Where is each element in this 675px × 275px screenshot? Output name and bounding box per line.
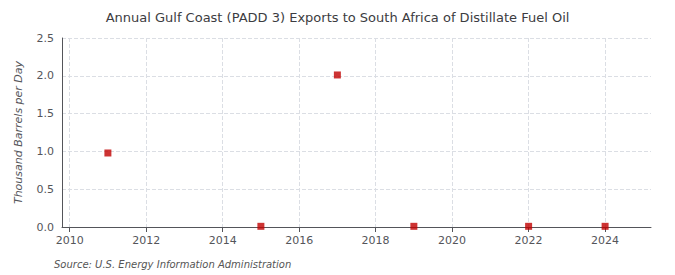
svg-text:2010: 2010 [56,234,84,247]
svg-text:0.5: 0.5 [37,183,55,196]
svg-text:2.0: 2.0 [37,69,55,82]
svg-text:Source: U.S. Energy Informatio: Source: U.S. Energy Information Administ… [54,259,291,270]
svg-text:2022: 2022 [515,234,543,247]
svg-text:0.0: 0.0 [37,221,55,234]
svg-text:2016: 2016 [285,234,313,247]
svg-text:2012: 2012 [132,234,160,247]
svg-text:Thousand Barrels per Day: Thousand Barrels per Day [12,60,25,204]
svg-text:2018: 2018 [362,234,390,247]
svg-text:1.5: 1.5 [37,107,55,120]
svg-text:2014: 2014 [209,234,237,247]
svg-text:2.5: 2.5 [37,32,55,45]
svg-text:2020: 2020 [438,234,466,247]
svg-text:Annual Gulf Coast (PADD 3) Exp: Annual Gulf Coast (PADD 3) Exports to So… [106,10,570,25]
svg-text:2024: 2024 [591,234,619,247]
svg-text:1.0: 1.0 [37,145,55,158]
